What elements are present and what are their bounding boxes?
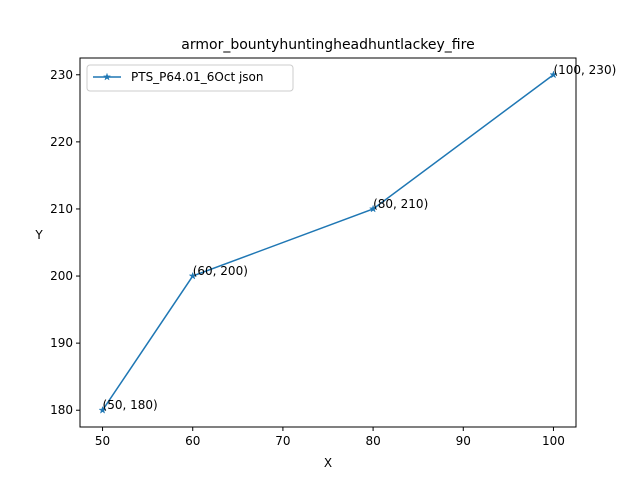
y-axis-label: Y [34,228,43,242]
data-point-star-marker [98,405,107,414]
y-tick-label: 190 [50,336,73,350]
y-tick-label: 230 [50,68,73,82]
y-tick-label: 200 [50,269,73,283]
point-annotation: (50, 180) [103,398,158,412]
x-tick-label: 80 [365,434,380,448]
y-tick-label: 220 [50,135,73,149]
series-layer [98,70,558,414]
data-point-star-marker [368,204,378,213]
x-tick-label: 60 [185,434,200,448]
series-line [101,74,554,411]
legend-frame [86,64,294,92]
annotation-layer: (50, 180) (60, 200) (80, 210) (100, 230) [103,63,617,412]
y-axis: 180 190 200 210 220 230 [50,68,80,417]
point-annotation: (80, 210) [373,197,428,211]
data-point-star-marker [549,70,558,79]
chart-title: armor_bountyhuntingheadhuntlackey_fire [181,37,474,53]
data-point-star-marker [188,271,197,280]
legend: PTS_P64.01_6Oct json [86,64,294,92]
x-axis: 50 60 70 80 90 100 [95,427,565,448]
y-tick-label: 210 [50,202,73,216]
x-tick-label: 90 [456,434,471,448]
x-tick-label: 70 [275,434,290,448]
legend-entry-label: PTS_P64.01_6Oct json [131,70,264,84]
legend-star-marker [102,72,112,81]
x-tick-label: 50 [95,434,110,448]
point-annotation: (60, 200) [193,264,248,278]
x-tick-label: 100 [542,434,565,448]
plot-area [79,57,577,428]
point-annotation: (100, 230) [553,63,616,77]
x-axis-label: X [324,456,332,470]
y-tick-label: 180 [50,403,73,417]
